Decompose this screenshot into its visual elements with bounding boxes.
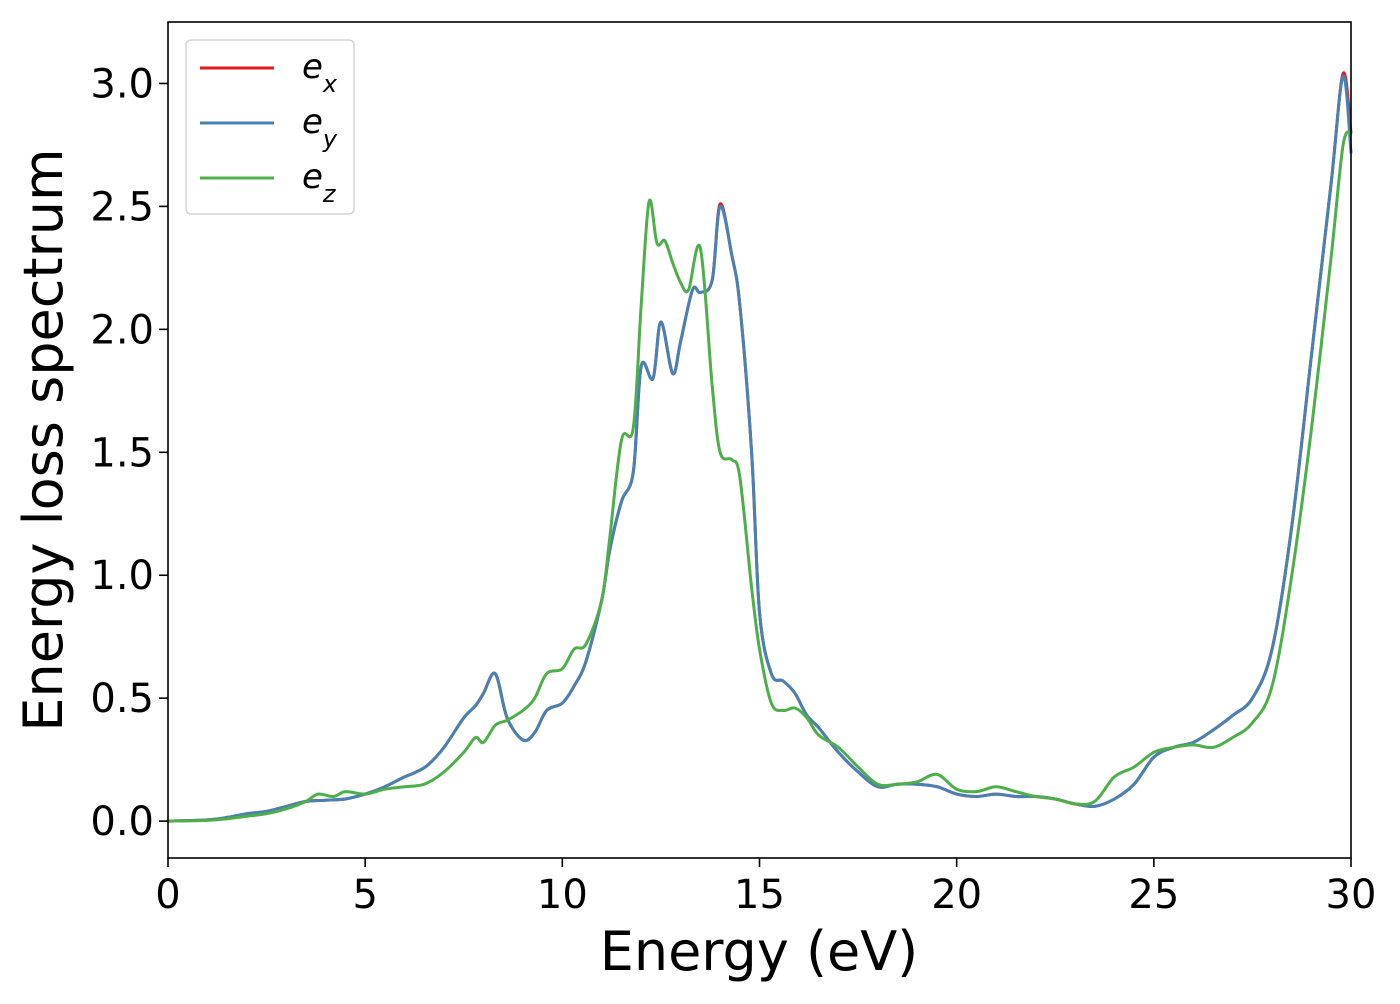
x-tick-label: 25 [1128,872,1179,918]
y-tick-label: 0.0 [90,799,154,845]
x-tick-label: 5 [352,872,377,918]
y-tick-label: 0.5 [90,676,154,722]
y-tick-label: 2.5 [90,184,154,230]
y-tick-label: 1.0 [90,553,154,599]
y-tick-label: 1.5 [90,430,154,476]
x-tick-label: 0 [155,872,180,918]
x-tick-label: 30 [1326,872,1377,918]
x-tick-label: 20 [931,872,982,918]
x-tick-label: 15 [734,872,785,918]
y-tick-label: 3.0 [90,61,154,107]
y-axis-label: Energy loss spectrum [12,148,75,731]
plot-area-background [168,22,1351,858]
y-tick-label: 2.0 [90,307,154,353]
legend-label-ez: ez [302,157,337,208]
legend-box [185,39,355,215]
series-layer [166,71,1353,823]
legend-label-ex: ex [302,47,338,98]
x-axis-label: Energy (eV) [600,920,919,983]
series-line-ez [166,130,1353,823]
series-line-ey [166,74,1353,823]
x-tick-label: 10 [537,872,588,918]
tick-layer: 0 5 10 15 20 25 30 0.0 0.5 1.0 1.5 2.0 2.5 3.0 [90,61,1376,918]
legend-label-ey: ey [302,102,338,153]
